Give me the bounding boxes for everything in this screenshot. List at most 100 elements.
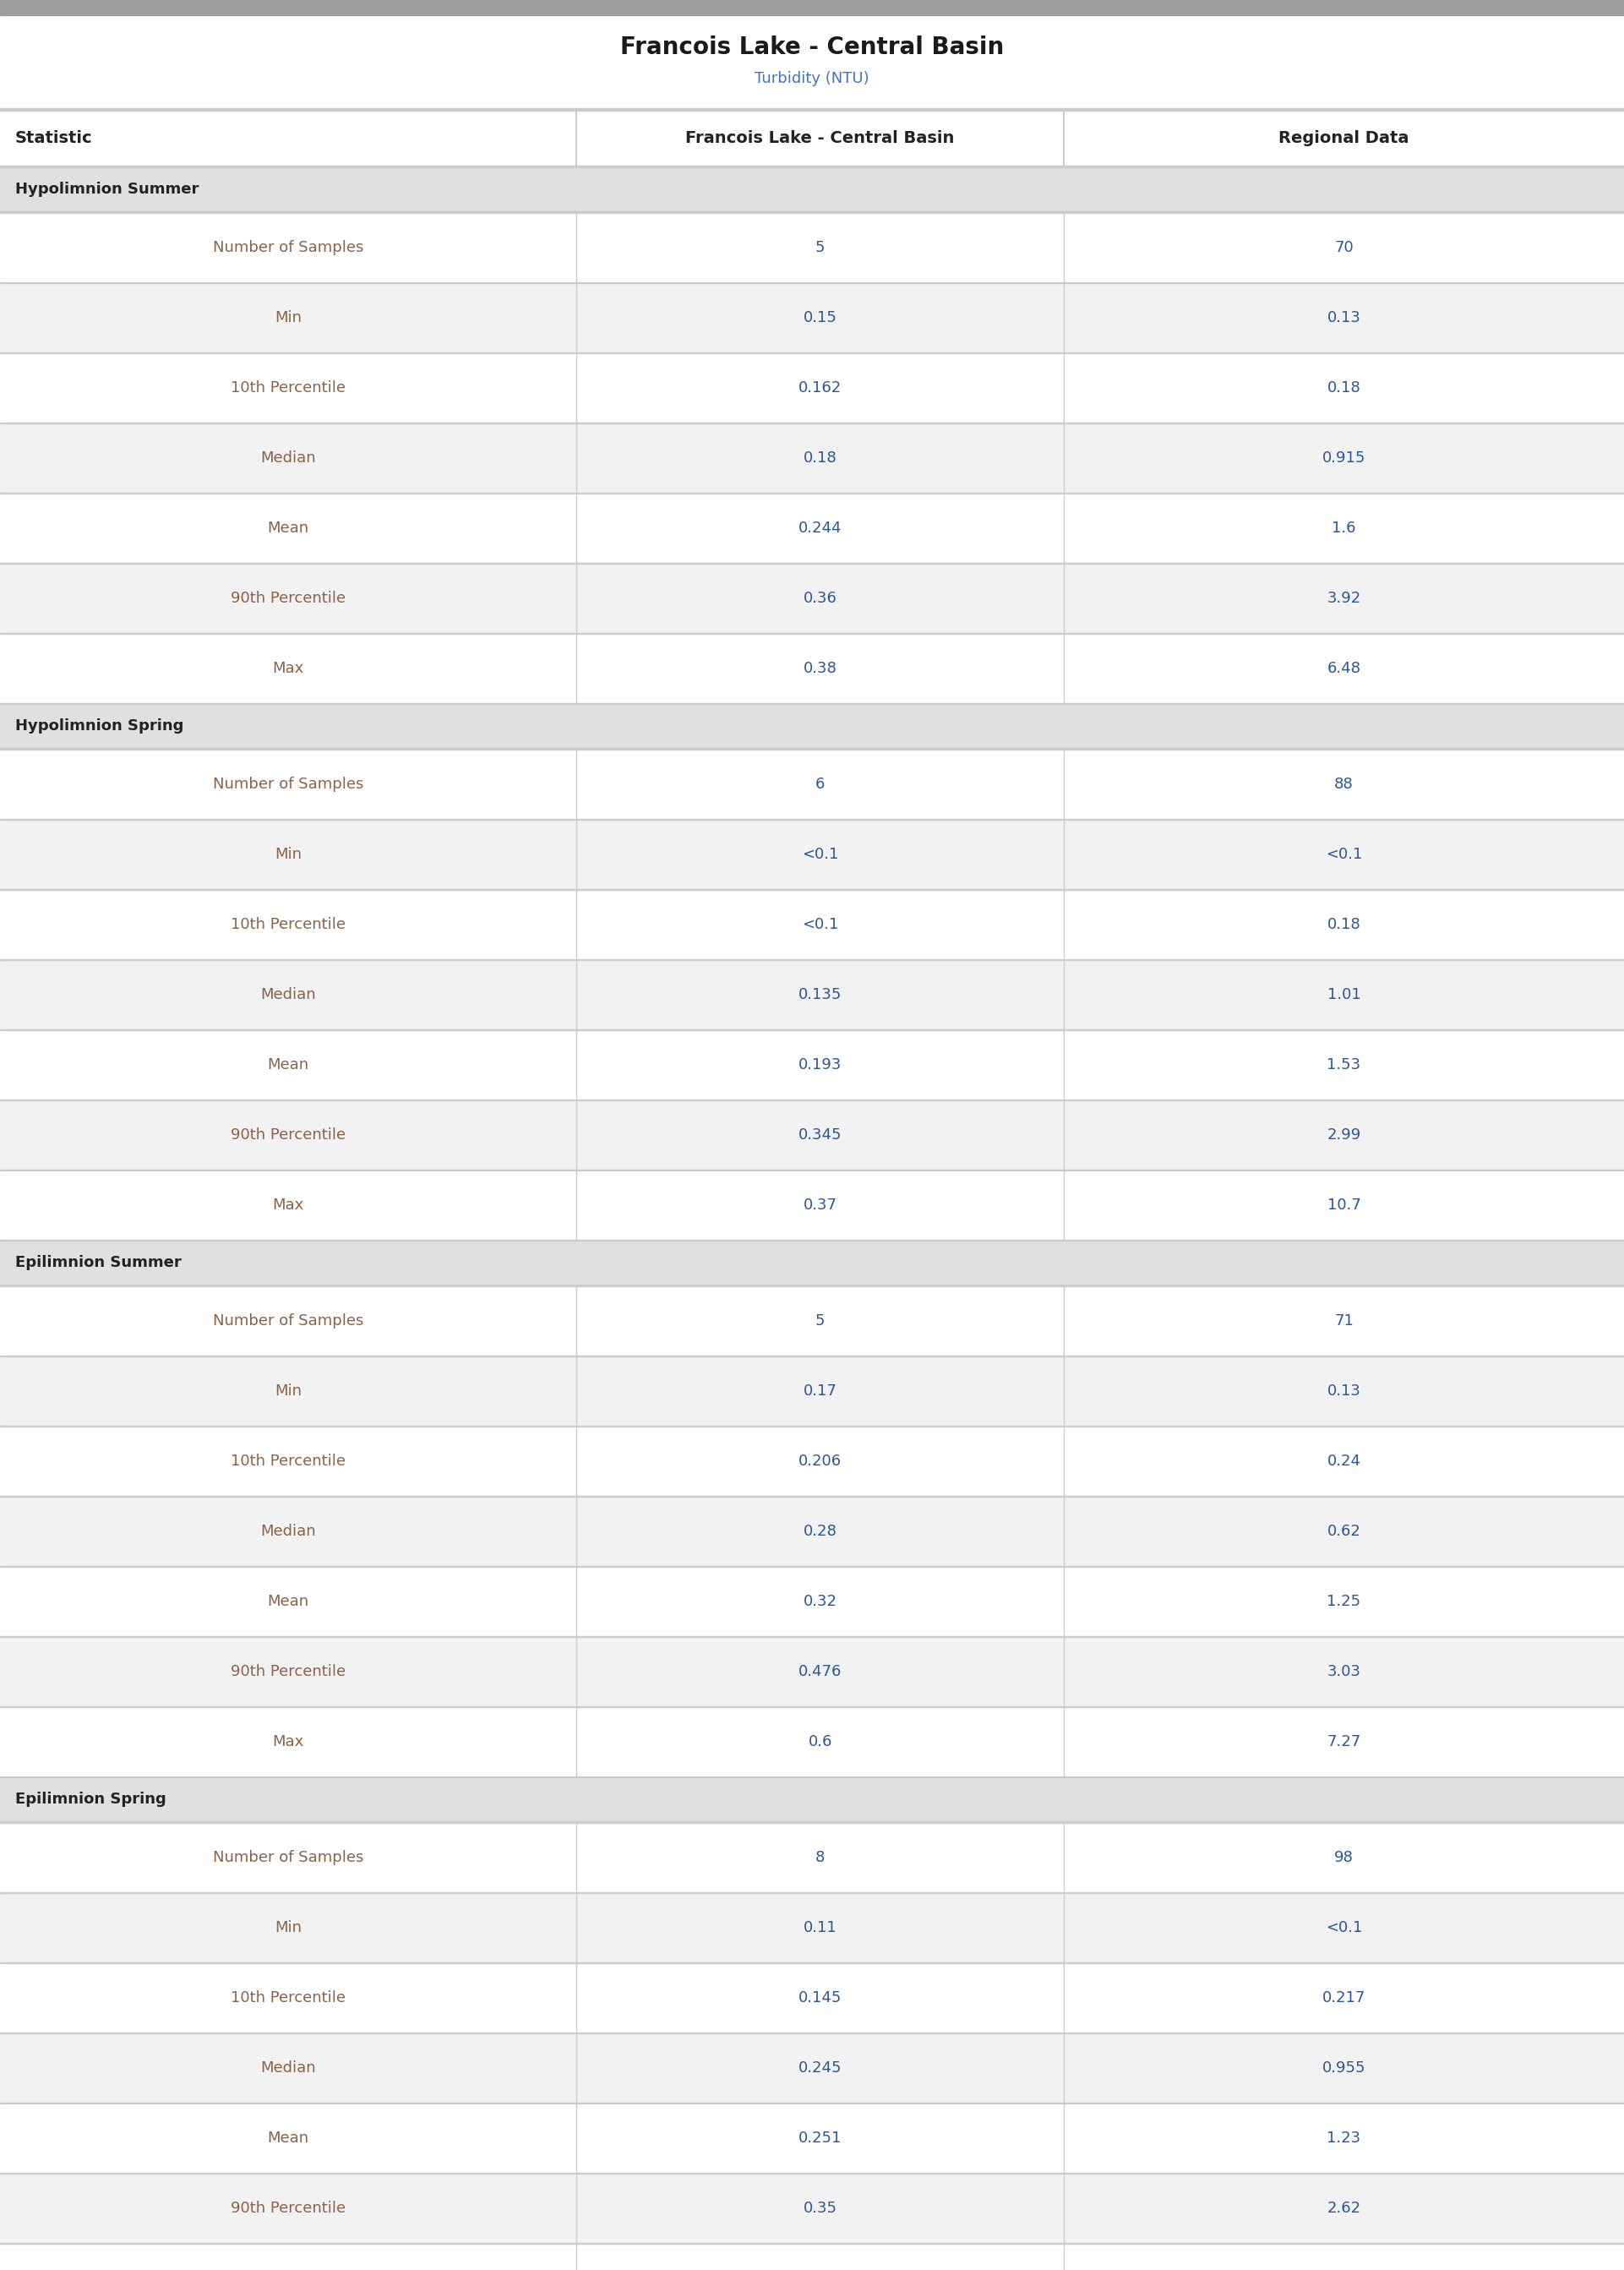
Text: Number of Samples: Number of Samples	[213, 1314, 364, 1328]
Text: 0.18: 0.18	[804, 449, 836, 465]
Text: 0.36: 0.36	[804, 590, 836, 606]
Bar	[0, 1357, 1624, 1426]
Bar	[0, 213, 1624, 281]
Text: Max: Max	[273, 661, 304, 676]
Text: 90th Percentile: 90th Percentile	[231, 2200, 346, 2216]
Text: Number of Samples: Number of Samples	[213, 241, 364, 254]
Bar	[0, 1426, 1624, 1496]
Text: 8: 8	[815, 1850, 825, 1866]
Bar	[0, 749, 1624, 819]
Bar	[0, 2175, 1624, 2243]
Text: 90th Percentile: 90th Percentile	[231, 1128, 346, 1142]
Bar	[0, 1964, 1624, 2032]
Text: 5: 5	[815, 1314, 825, 1328]
Text: 0.955: 0.955	[1322, 2061, 1366, 2075]
Text: 0.24: 0.24	[1327, 1453, 1361, 1469]
Bar	[0, 1566, 1624, 1637]
Text: Number of Samples: Number of Samples	[213, 776, 364, 792]
Text: 0.193: 0.193	[799, 1058, 841, 1071]
Text: 3.92: 3.92	[1327, 590, 1361, 606]
Bar	[0, 1637, 1624, 1707]
Text: Epilimnion Summer: Epilimnion Summer	[15, 1255, 182, 1271]
Text: Mean: Mean	[268, 2132, 309, 2145]
Text: 3.03: 3.03	[1327, 1664, 1361, 1680]
Bar	[0, 1496, 1624, 1566]
Text: 0.28: 0.28	[804, 1523, 836, 1539]
Text: 0.35: 0.35	[804, 2200, 836, 2216]
Text: 0.18: 0.18	[1327, 381, 1361, 395]
Text: 90th Percentile: 90th Percentile	[231, 1664, 346, 1680]
Text: Min: Min	[274, 847, 302, 863]
Text: 6.48: 6.48	[1327, 661, 1361, 676]
Text: Min: Min	[274, 311, 302, 325]
Text: Number of Samples: Number of Samples	[213, 1850, 364, 1866]
Text: 2.99: 2.99	[1327, 1128, 1361, 1142]
Bar	[0, 704, 1624, 747]
Text: 0.11: 0.11	[804, 1920, 836, 1936]
Text: 98: 98	[1335, 1850, 1353, 1866]
Text: 0.32: 0.32	[804, 1594, 836, 1609]
Text: Min: Min	[274, 1920, 302, 1936]
Text: 10th Percentile: 10th Percentile	[231, 1453, 346, 1469]
Bar	[0, 284, 1624, 352]
Text: 0.37: 0.37	[804, 1199, 836, 1212]
Bar	[0, 1823, 1624, 1893]
Text: 0.245: 0.245	[799, 2061, 841, 2075]
Text: <0.1: <0.1	[802, 917, 838, 933]
Text: Max: Max	[273, 1734, 304, 1750]
Text: 0.15: 0.15	[804, 311, 836, 325]
Text: 7.27: 7.27	[1327, 1734, 1361, 1750]
Text: Mean: Mean	[268, 1594, 309, 1609]
Text: Turbidity (NTU): Turbidity (NTU)	[755, 70, 869, 86]
Bar	[0, 111, 1624, 166]
Bar	[0, 1031, 1624, 1099]
Bar	[0, 1287, 1624, 1355]
Bar	[0, 168, 1624, 211]
Bar	[0, 109, 1624, 111]
Text: 0.13: 0.13	[1327, 1382, 1361, 1398]
Text: Median: Median	[260, 1523, 317, 1539]
Text: Francois Lake - Central Basin: Francois Lake - Central Basin	[685, 129, 955, 145]
Text: 0.13: 0.13	[1327, 311, 1361, 325]
Text: 0.62: 0.62	[1327, 1523, 1361, 1539]
Text: 10th Percentile: 10th Percentile	[231, 917, 346, 933]
Bar	[0, 1171, 1624, 1239]
Text: 0.206: 0.206	[799, 1453, 841, 1469]
Text: Statistic: Statistic	[15, 129, 93, 145]
Bar	[0, 354, 1624, 422]
Text: Hypolimnion Summer: Hypolimnion Summer	[15, 182, 198, 197]
Text: 0.244: 0.244	[799, 520, 841, 536]
Bar	[0, 424, 1624, 493]
Text: 0.345: 0.345	[799, 1128, 841, 1142]
Text: 90th Percentile: 90th Percentile	[231, 590, 346, 606]
Text: 10th Percentile: 10th Percentile	[231, 381, 346, 395]
Text: 88: 88	[1335, 776, 1353, 792]
Text: 0.6: 0.6	[809, 1734, 831, 1750]
Text: 0.217: 0.217	[1322, 1991, 1366, 2004]
Text: Median: Median	[260, 2061, 317, 2075]
Text: 5: 5	[815, 241, 825, 254]
Bar	[0, 16, 1624, 109]
Text: 0.162: 0.162	[799, 381, 841, 395]
Text: 0.17: 0.17	[804, 1382, 836, 1398]
Bar	[0, 1101, 1624, 1169]
Text: 0.915: 0.915	[1322, 449, 1366, 465]
Bar	[0, 819, 1624, 890]
Bar	[0, 493, 1624, 563]
Bar	[0, 960, 1624, 1028]
Text: Francois Lake - Central Basin: Francois Lake - Central Basin	[620, 36, 1004, 59]
Text: <0.1: <0.1	[1325, 1920, 1363, 1936]
Text: 1.23: 1.23	[1327, 2132, 1361, 2145]
Text: Epilimnion Spring: Epilimnion Spring	[15, 1791, 166, 1807]
Bar	[0, 1777, 1624, 1821]
Text: Regional Data: Regional Data	[1278, 129, 1410, 145]
Text: 6: 6	[815, 776, 825, 792]
Text: 0.38: 0.38	[804, 661, 836, 676]
Text: Hypolimnion Spring: Hypolimnion Spring	[15, 717, 184, 733]
Text: 0.135: 0.135	[799, 987, 841, 1003]
Text: Median: Median	[260, 449, 317, 465]
Text: 1.6: 1.6	[1332, 520, 1356, 536]
Bar	[0, 563, 1624, 633]
Text: 70: 70	[1335, 241, 1353, 254]
Text: 2.62: 2.62	[1327, 2200, 1361, 2216]
